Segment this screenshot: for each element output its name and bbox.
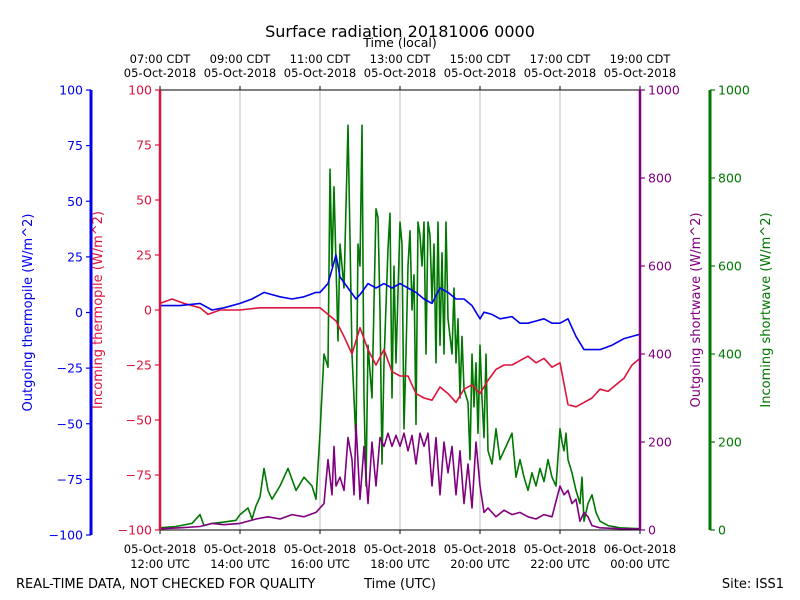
top-tick-date-6: 05-Oct-2018 [604,66,676,80]
y-tick-label-incoming-shortwave-2: 400 [718,347,742,362]
series-layer [159,124,641,530]
y-axis-outgoing-shortwave: 0 200 400 600 800 1000 Outgoing shortwave (W/m… [638,83,704,538]
series-line-incoming-shortwave [159,124,641,530]
y-axes: −100 −75 −50 −25 0 25 50 75 100 Outgoing thermopi… [21,83,774,543]
bottom-tick-date-2: 05-Oct-2018 [284,542,356,556]
y-tick-label-incoming-shortwave-5: 1000 [718,83,750,98]
top-tick-date-4: 05-Oct-2018 [444,66,516,80]
y-tick-label-outgoing-thermopile-8: 100 [59,83,83,98]
top-axis-label: Time (local) [362,35,436,50]
y-tick-label-outgoing-thermopile-7: 75 [67,138,83,153]
y-axis-incoming-shortwave: 0 200 400 600 800 1000 Incoming shortwave (W/m… [708,83,774,538]
top-tick-time-0: 07:00 CDT [130,52,192,66]
grid-lines [239,90,561,530]
bottom-tick-time-6: 00:00 UTC [610,557,670,571]
y-tick-label-outgoing-shortwave-5: 1000 [648,83,680,98]
y-tick-label-incoming-thermopile-3: −25 [126,358,152,373]
top-tick-time-2: 11:00 CDT [290,52,352,66]
bottom-tick-time-4: 20:00 UTC [450,557,510,571]
y-tick-label-outgoing-shortwave-0: 0 [648,523,656,538]
top-tick-time-5: 17:00 CDT [530,52,592,66]
series-line-incoming-thermopile [159,298,641,408]
bottom-tick-time-1: 14:00 UTC [210,557,270,571]
y-tick-label-outgoing-thermopile-6: 50 [67,194,83,209]
bottom-tick-time-3: 18:00 UTC [370,557,430,571]
y-tick-label-incoming-shortwave-3: 600 [718,259,742,274]
bottom-tick-time-2: 16:00 UTC [290,557,350,571]
bottom-tick-date-0: 05-Oct-2018 [124,542,196,556]
top-tick-date-3: 05-Oct-2018 [364,66,436,80]
quality-disclaimer: REAL-TIME DATA, NOT CHECKED FOR QUALITY [16,577,315,592]
bottom-tick-date-4: 05-Oct-2018 [444,542,516,556]
y-tick-label-outgoing-thermopile-0: −100 [49,528,83,543]
bottom-tick-date-6: 06-Oct-2018 [604,542,676,556]
bottom-tick-date-3: 05-Oct-2018 [364,542,436,556]
top-tick-time-4: 15:00 CDT [450,52,512,66]
bottom-tick-date-5: 05-Oct-2018 [524,542,596,556]
top-tick-time-1: 09:00 CDT [210,52,272,66]
y-tick-label-outgoing-shortwave-1: 200 [648,435,672,450]
bottom-tick-time-5: 22:00 UTC [530,557,590,571]
x-axis-label: Time (UTC) [363,577,436,592]
y-tick-label-incoming-thermopile-6: 50 [136,193,152,208]
bottom-tick-date-1: 05-Oct-2018 [204,542,276,556]
y-axis-label-incoming-thermopile: Incoming thermopile (W/m^2) [91,211,106,409]
series-line-outgoing-thermopile [160,254,641,351]
y-tick-label-incoming-shortwave-4: 800 [718,171,742,186]
y-tick-label-outgoing-thermopile-4: 0 [75,305,83,320]
y-axis-outgoing-thermopile: −100 −75 −50 −25 0 25 50 75 100 Outgoing thermopi… [21,83,93,543]
top-tick-time-3: 13:00 CDT [370,52,432,66]
site-label: Site: ISS1 [722,577,784,592]
y-tick-label-outgoing-thermopile-1: −75 [57,472,83,487]
y-tick-label-outgoing-thermopile-3: −25 [57,361,83,376]
y-tick-label-incoming-thermopile-7: 75 [136,138,152,153]
top-tick-date-1: 05-Oct-2018 [204,66,276,80]
top-tick-time-6: 19:00 CDT [610,52,672,66]
y-tick-label-outgoing-shortwave-4: 800 [648,171,672,186]
y-tick-label-outgoing-thermopile-5: 25 [67,249,83,264]
y-tick-label-incoming-thermopile-8: 100 [128,83,152,98]
series-line-outgoing-shortwave [159,423,641,530]
chart-title: Surface radiation 20181006 0000 [265,22,535,41]
y-tick-label-outgoing-thermopile-2: −50 [57,416,83,431]
y-tick-label-outgoing-shortwave-2: 400 [648,347,672,362]
y-tick-label-incoming-thermopile-1: −75 [126,468,152,483]
y-tick-label-incoming-shortwave-0: 0 [718,523,726,538]
y-tick-label-incoming-thermopile-5: 25 [136,248,152,263]
top-tick-date-5: 05-Oct-2018 [524,66,596,80]
y-tick-label-outgoing-shortwave-3: 600 [648,259,672,274]
y-tick-label-incoming-thermopile-0: −100 [118,523,152,538]
top-tick-date-2: 05-Oct-2018 [284,66,356,80]
y-axis-incoming-thermopile: −100 −75 −50 −25 0 25 50 75 100 Incoming thermopi… [91,83,162,538]
y-axis-label-incoming-shortwave: Incoming shortwave (W/m^2) [759,212,774,407]
bottom-tick-time-0: 12:00 UTC [130,557,190,571]
y-tick-label-incoming-thermopile-4: 0 [144,303,152,318]
y-tick-label-incoming-thermopile-2: −50 [126,413,152,428]
y-tick-label-incoming-shortwave-1: 200 [718,435,742,450]
top-tick-date-0: 05-Oct-2018 [124,66,196,80]
y-axis-label-outgoing-shortwave: Outgoing shortwave (W/m^2) [689,212,704,407]
y-axis-label-outgoing-thermopile: Outgoing thermopile (W/m^2) [21,214,36,412]
